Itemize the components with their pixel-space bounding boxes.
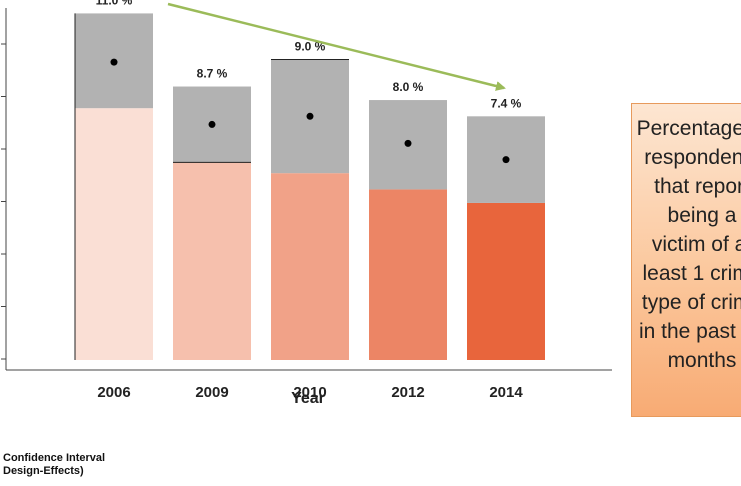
x-axis-title: Year <box>291 390 325 407</box>
data-label: 8.7 % <box>197 67 228 81</box>
bar <box>467 202 545 360</box>
callout-line: type of crime <box>641 291 741 314</box>
point-estimate <box>404 139 412 147</box>
axes <box>1 8 612 371</box>
callout-line: in the past 12 <box>638 320 741 343</box>
labels: 11.0 % 2006 8.7 % 2009 9.0 % 2010 8.0 % 2012 7.4… <box>96 0 524 401</box>
callout-line: that report <box>654 175 741 198</box>
callout-line: months <box>667 349 737 372</box>
callout-box: Percentage of respondents that report be… <box>631 103 741 417</box>
footnote-line-1: Confidence Interval <box>3 452 106 464</box>
point-estimate <box>110 58 118 66</box>
data-label: 8.0 % <box>393 80 424 94</box>
bars <box>74 13 545 360</box>
bar <box>75 108 153 360</box>
point-estimate <box>208 120 216 128</box>
footnote-line-2: Design-Effects) <box>3 465 84 477</box>
callout-line: least 1 crime <box>642 262 741 285</box>
callout-line: being a <box>667 204 737 227</box>
callout-line: respondents <box>644 146 741 169</box>
x-tick-label: 2006 <box>97 384 130 401</box>
callout-line: Percentage of <box>636 117 741 140</box>
bar <box>271 173 349 360</box>
data-label: 11.0 % <box>96 0 133 7</box>
footnote: Confidence Interval Design-Effects) <box>3 452 105 478</box>
data-label: 7.4 % <box>491 96 522 110</box>
x-tick-label: 2010 <box>293 384 326 401</box>
x-tick-label: 2012 <box>391 384 424 401</box>
trend-arrow <box>167 2 506 91</box>
data-label: 9.0 % <box>295 39 326 53</box>
callout-line: victim of at <box>651 233 741 256</box>
point-estimate <box>306 112 314 120</box>
bar <box>369 189 447 360</box>
point-estimate <box>502 156 510 164</box>
bar <box>173 162 251 360</box>
x-tick-label: 2009 <box>195 384 228 401</box>
x-tick-label: 2014 <box>489 384 523 401</box>
